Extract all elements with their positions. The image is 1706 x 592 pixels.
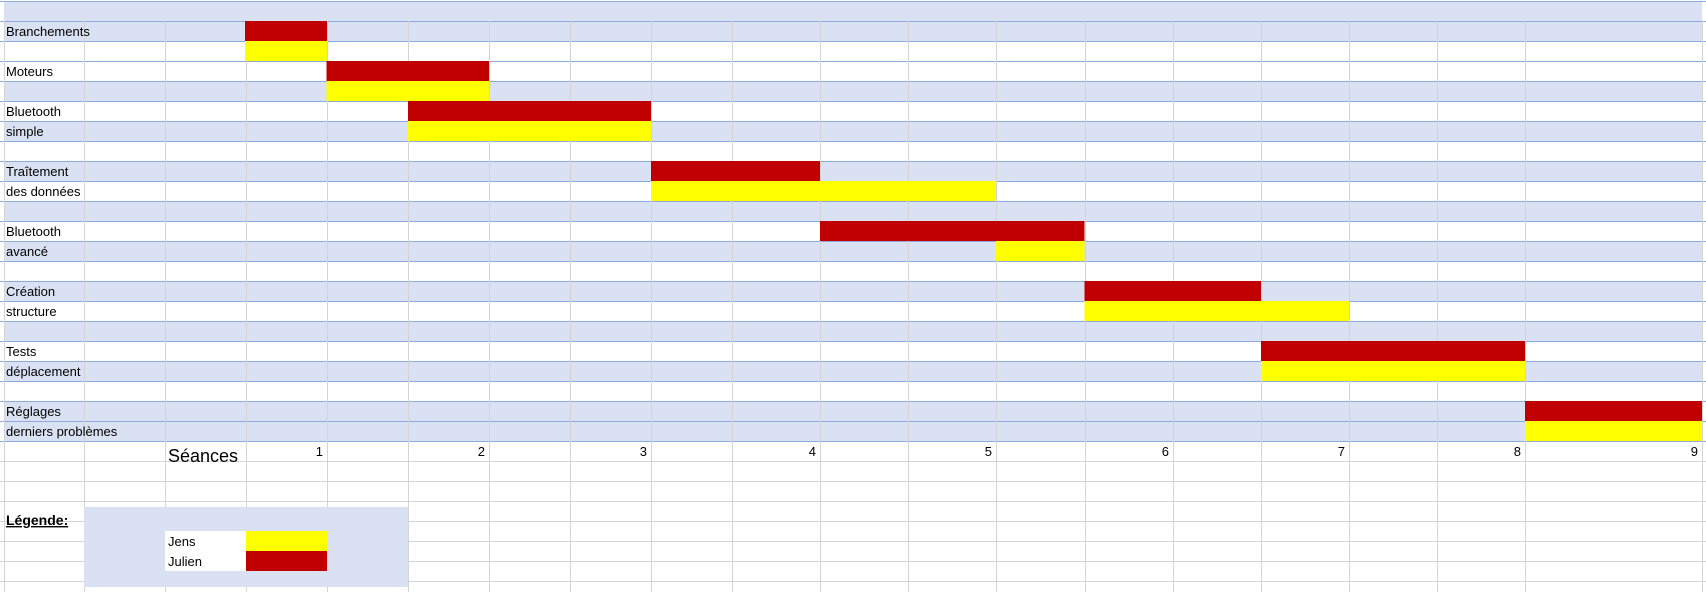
row-band xyxy=(4,421,1702,441)
row-band xyxy=(4,121,1702,141)
row-band xyxy=(4,401,1702,421)
bar-jens xyxy=(408,121,651,141)
row-band xyxy=(4,81,1702,101)
row-band xyxy=(4,321,1702,341)
legend-title: Légende: xyxy=(6,512,68,528)
row-band xyxy=(4,281,1702,301)
row-band xyxy=(4,201,1702,221)
legend-entry-label: Jens xyxy=(168,534,196,549)
legend-entry-label: Julien xyxy=(168,554,202,569)
bar-jens xyxy=(245,41,327,61)
task-label: Bluetooth xyxy=(6,104,61,119)
task-label: Moteurs xyxy=(6,64,53,79)
x-tick-label: 7 xyxy=(1338,444,1345,459)
row-band xyxy=(4,161,1702,181)
x-tick-label: 6 xyxy=(1162,444,1169,459)
bar-julien xyxy=(326,61,489,81)
bar-julien xyxy=(1084,281,1261,301)
x-tick-label: 2 xyxy=(478,444,485,459)
row-band xyxy=(4,1,1702,21)
task-label: structure xyxy=(6,304,57,319)
task-label: avancé xyxy=(6,244,48,259)
bar-julien xyxy=(651,161,820,181)
legend-label-cell xyxy=(165,551,246,571)
x-tick-label: 9 xyxy=(1691,444,1698,459)
x-tick-label: 8 xyxy=(1514,444,1521,459)
bar-jens xyxy=(1084,301,1349,321)
task-label: Création xyxy=(6,284,55,299)
task-labels: Branchements Moteurs Bluetooth simple Traîte… xyxy=(6,24,118,439)
bar-jens xyxy=(1261,361,1525,381)
legend: Légende: Jens Julien xyxy=(6,507,408,587)
task-label: Bluetooth xyxy=(6,224,61,239)
legend-swatch xyxy=(246,551,327,571)
x-axis: Séances 1 2 3 4 5 6 7 8 9 xyxy=(168,444,1698,466)
task-label: Traîtement xyxy=(6,164,69,179)
task-label: derniers problèmes xyxy=(6,424,118,439)
x-tick-label: 3 xyxy=(640,444,647,459)
legend-swatch xyxy=(246,531,327,551)
legend-label-cell xyxy=(165,531,246,551)
x-axis-title: Séances xyxy=(168,446,238,466)
bar-julien xyxy=(408,101,651,121)
bar-julien xyxy=(1261,341,1525,361)
bar-julien xyxy=(245,21,327,41)
task-label: Branchements xyxy=(6,24,90,39)
task-label: déplacement xyxy=(6,364,81,379)
x-tick-label: 5 xyxy=(985,444,992,459)
row-band xyxy=(4,21,1702,41)
task-label: Réglages xyxy=(6,404,61,419)
task-label: des données xyxy=(6,184,81,199)
bar-jens xyxy=(996,241,1085,261)
x-tick-label: 4 xyxy=(809,444,816,459)
x-tick-label: 1 xyxy=(316,444,323,459)
task-label: simple xyxy=(6,124,44,139)
bar-jens xyxy=(326,81,489,101)
bar-julien xyxy=(1525,401,1702,421)
bar-julien xyxy=(820,221,1085,241)
task-bars xyxy=(245,21,1702,441)
row-band xyxy=(4,241,1702,261)
bar-jens xyxy=(651,181,996,201)
bar-jens xyxy=(1525,421,1702,441)
task-label: Tests xyxy=(6,344,37,359)
